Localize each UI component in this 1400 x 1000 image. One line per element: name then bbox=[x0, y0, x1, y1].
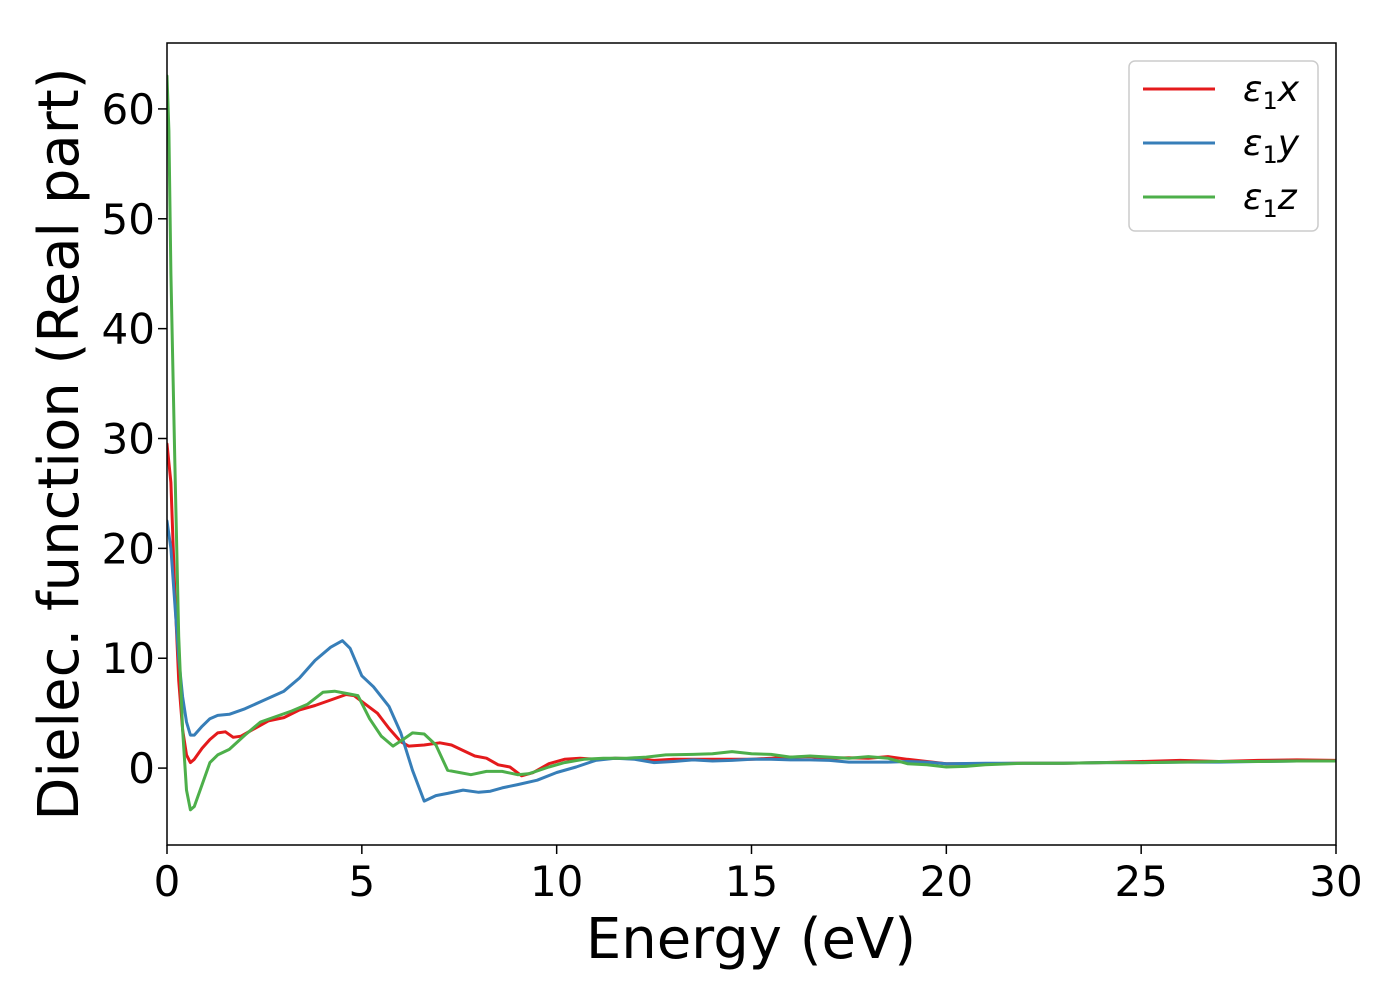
y-tick-label: 20 bbox=[102, 524, 155, 573]
legend-box bbox=[1128, 60, 1319, 232]
y-tick-label: 60 bbox=[102, 85, 155, 134]
x-tick-label: 20 bbox=[920, 857, 973, 906]
series-line-z bbox=[167, 74, 1336, 812]
legend-entry-x: ε1x bbox=[1143, 69, 1300, 115]
x-tick-label: 30 bbox=[1309, 857, 1362, 906]
legend-label-symbol: ε bbox=[1243, 123, 1262, 164]
legend-label-axis: z bbox=[1277, 177, 1298, 218]
x-tick-label: 10 bbox=[530, 857, 583, 906]
legend-label-axis: x bbox=[1277, 69, 1300, 110]
legend-label-subscript: 1 bbox=[1262, 141, 1277, 169]
legend-entry-y: ε1y bbox=[1143, 123, 1300, 169]
y-tick-label: 50 bbox=[102, 195, 155, 244]
legend-label: ε1z bbox=[1243, 177, 1298, 223]
legend-label-axis: y bbox=[1277, 123, 1300, 164]
y-tick-label: 0 bbox=[128, 744, 155, 793]
y-tick-label: 40 bbox=[102, 305, 155, 354]
legend-entry-z: ε1z bbox=[1143, 177, 1298, 223]
y-tick-label: 10 bbox=[102, 634, 155, 683]
series-layer bbox=[167, 74, 1336, 812]
legend-label-subscript: 1 bbox=[1262, 195, 1277, 223]
x-axis-ticks: 0 5 10 15 20 25 30 bbox=[154, 845, 1363, 906]
series-line-y bbox=[167, 519, 1336, 803]
x-axis-title: Energy (eV) bbox=[586, 907, 916, 972]
y-tick-label: 30 bbox=[102, 415, 155, 464]
x-tick-label: 0 bbox=[154, 857, 181, 906]
y-axis-title: Dielec. function (Real part) bbox=[27, 67, 92, 820]
legend-label-symbol: ε bbox=[1243, 69, 1262, 110]
legend-label: ε1y bbox=[1243, 123, 1300, 169]
legend-label-symbol: ε bbox=[1243, 177, 1262, 218]
x-tick-label: 5 bbox=[348, 857, 375, 906]
x-tick-label: 25 bbox=[1114, 857, 1167, 906]
y-axis-ticks: 0 10 20 30 40 50 60 bbox=[102, 85, 167, 793]
legend-label-subscript: 1 bbox=[1262, 87, 1277, 115]
x-tick-label: 15 bbox=[725, 857, 778, 906]
legend-label: ε1x bbox=[1243, 69, 1300, 115]
